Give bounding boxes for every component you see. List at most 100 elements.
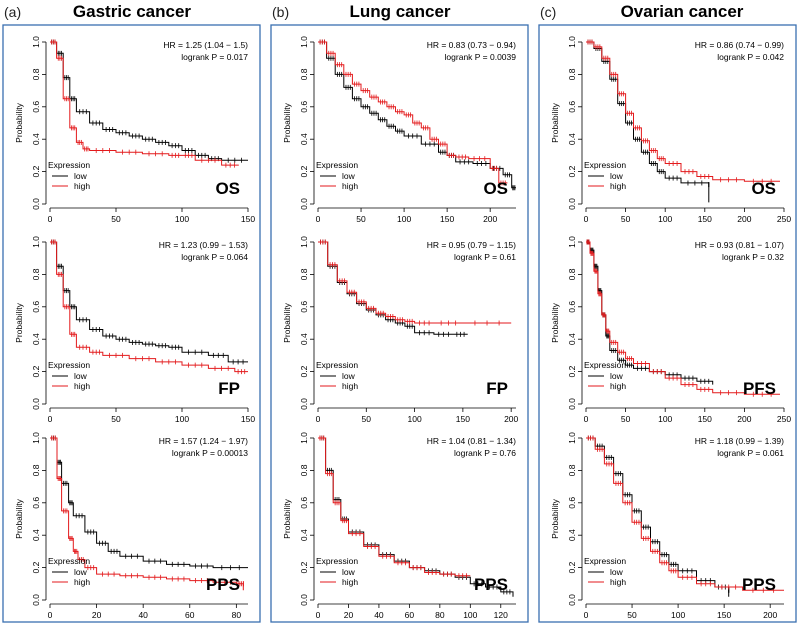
legend-label-low: low [610,567,624,577]
hazard-ratio: HR = 1.25 (1.04 − 1.5) [163,40,248,50]
x-tick-label: 0 [316,610,321,620]
x-tick-label: 50 [362,414,372,424]
y-axis-label: Probability [14,302,24,342]
x-tick-label: 200 [504,414,518,424]
panel-letter-b: (b) [272,4,289,20]
y-tick-label: 0.6 [567,301,577,313]
hazard-ratio: HR = 1.18 (0.99 − 1.39) [695,436,784,446]
legend-label-high: high [342,381,358,391]
y-tick-label: 0.0 [31,594,41,606]
x-tick-label: 200 [763,610,777,620]
y-tick-label: 1.0 [567,236,577,248]
x-tick-label: 100 [397,214,411,224]
hazard-ratio: HR = 1.57 (1.24 − 1.97) [159,436,248,446]
panel-title-ovarian: Ovarian cancer [621,2,744,21]
legend-label-high: high [74,181,90,191]
endpoint-label: FP [218,379,240,398]
logrank-p: logrank P = 0.00013 [172,448,248,458]
y-axis-label: Probability [550,302,560,342]
logrank-p: logrank P = 0.017 [181,52,248,62]
y-tick-label: 0.2 [31,365,41,377]
legend-label-low: low [74,171,88,181]
y-tick-label: 0.6 [299,101,309,113]
legend-title: Expression [316,360,358,370]
y-tick-label: 0.6 [567,101,577,113]
x-tick-label: 50 [111,214,121,224]
km-plot-ovarian-pfs: 0.0 0.2 0.4 0.6 0.8 1.0 0 50 100 150 200 250 Probabi… [550,236,791,424]
km-curve-high [318,437,471,577]
x-tick-label: 50 [621,214,631,224]
x-tick-label: 50 [356,214,366,224]
legend-title: Expression [584,556,626,566]
y-tick-label: 0.4 [299,133,309,145]
y-tick-label: 0.2 [299,365,309,377]
y-axis-label: Probability [550,498,560,538]
y-tick-label: 0.2 [567,365,577,377]
x-tick-label: 150 [241,214,255,224]
x-tick-label: 60 [185,610,195,620]
endpoint-label: PPS [206,575,240,594]
logrank-p: logrank P = 0.061 [717,448,784,458]
y-tick-label: 0.2 [31,165,41,177]
y-axis-label: Probability [282,498,292,538]
y-tick-label: 0.0 [299,398,309,410]
y-tick-label: 1.0 [567,36,577,48]
y-tick-label: 0.4 [567,333,577,345]
x-tick-label: 150 [698,214,712,224]
hazard-ratio: HR = 0.95 (0.79 − 1.15) [427,240,516,250]
endpoint-label: OS [751,179,776,198]
y-axis-label: Probability [14,498,24,538]
y-tick-label: 0.8 [567,68,577,80]
endpoint-label: OS [483,179,508,198]
y-tick-label: 0.6 [31,101,41,113]
x-tick-label: 200 [483,214,497,224]
logrank-p: logrank P = 0.0039 [445,52,517,62]
endpoint-label: FP [486,379,508,398]
panel-title-gastric: Gastric cancer [73,2,192,21]
y-tick-label: 0.6 [299,301,309,313]
legend-title: Expression [584,360,626,370]
y-tick-label: 0.8 [567,464,577,476]
km-plot-gastric-os: 0.0 0.2 0.4 0.6 0.8 1.0 0 50 100 150 Probability HR… [14,36,255,224]
y-tick-label: 1.0 [567,432,577,444]
legend-title: Expression [48,556,90,566]
x-tick-label: 100 [658,214,672,224]
logrank-p: logrank P = 0.042 [717,52,784,62]
y-tick-label: 1.0 [299,432,309,444]
x-tick-label: 100 [407,414,421,424]
y-tick-label: 0.4 [31,333,41,345]
x-tick-label: 0 [48,610,53,620]
y-tick-label: 1.0 [299,236,309,248]
x-tick-label: 50 [621,414,631,424]
panel-frame-gastric [2,24,261,623]
x-tick-label: 40 [138,610,148,620]
x-tick-label: 200 [737,414,751,424]
y-tick-label: 0.6 [31,301,41,313]
x-tick-label: 150 [241,414,255,424]
x-tick-label: 0 [584,214,589,224]
legend-title: Expression [316,556,358,566]
x-tick-label: 150 [698,414,712,424]
y-tick-label: 0.4 [31,529,41,541]
hazard-ratio: HR = 1.04 (0.81 − 1.34) [427,436,516,446]
km-curve-low [318,241,468,335]
y-tick-label: 0.6 [567,497,577,509]
legend-label-high: high [610,181,626,191]
panel-letter-a: (a) [4,4,21,20]
y-tick-label: 0.0 [31,198,41,210]
y-tick-label: 1.0 [299,36,309,48]
y-tick-label: 0.4 [299,333,309,345]
y-tick-label: 0.0 [567,594,577,606]
x-tick-label: 0 [316,414,321,424]
y-tick-label: 0.4 [567,133,577,145]
legend-label-low: low [610,371,624,381]
x-tick-label: 20 [344,610,354,620]
panel-letter-c: (c) [540,4,556,20]
panel-frame-lung [270,24,529,623]
y-tick-label: 0.0 [567,398,577,410]
endpoint-label: OS [215,179,240,198]
km-plot-lung-os: 0.0 0.2 0.4 0.6 0.8 1.0 0 50 100 150 200 Probabilit… [282,36,516,224]
x-tick-label: 80 [435,610,445,620]
x-tick-label: 250 [777,414,791,424]
y-tick-label: 1.0 [31,432,41,444]
